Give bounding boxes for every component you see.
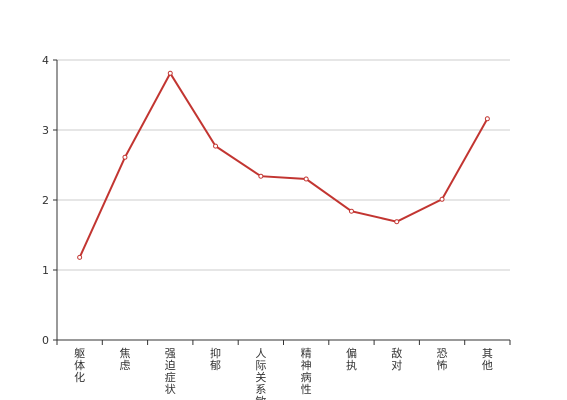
y-tick-label: 1 [42,264,49,277]
y-tick-label: 4 [42,54,49,67]
point [167,70,173,76]
point [394,219,400,225]
x-tick-label: 强迫症状 [165,347,176,396]
point [484,116,490,122]
y-tick-label: 0 [42,334,49,347]
point [122,154,128,160]
point [439,196,445,202]
x-tick-label: 抑郁 [210,346,221,372]
point [258,173,264,179]
line [78,71,489,258]
x-tick-label: 焦虑 [119,347,130,372]
x-tick-label: 人际关系敏感 [255,347,266,400]
y-tick-label: 3 [42,124,49,137]
x-tick-label: 其他 [482,347,493,372]
point [213,143,219,149]
x-tick-label: 躯体化 [74,347,85,384]
x-tick-label: 恐怖 [437,347,448,372]
x-tick-label: 敌对 [391,346,402,372]
x-tick-label: 偏执 [346,346,357,372]
point [303,176,309,182]
x-tick-label: 精神病性 [301,347,312,396]
y-tick-label: 2 [42,194,49,207]
point [348,208,354,214]
point [77,254,83,260]
